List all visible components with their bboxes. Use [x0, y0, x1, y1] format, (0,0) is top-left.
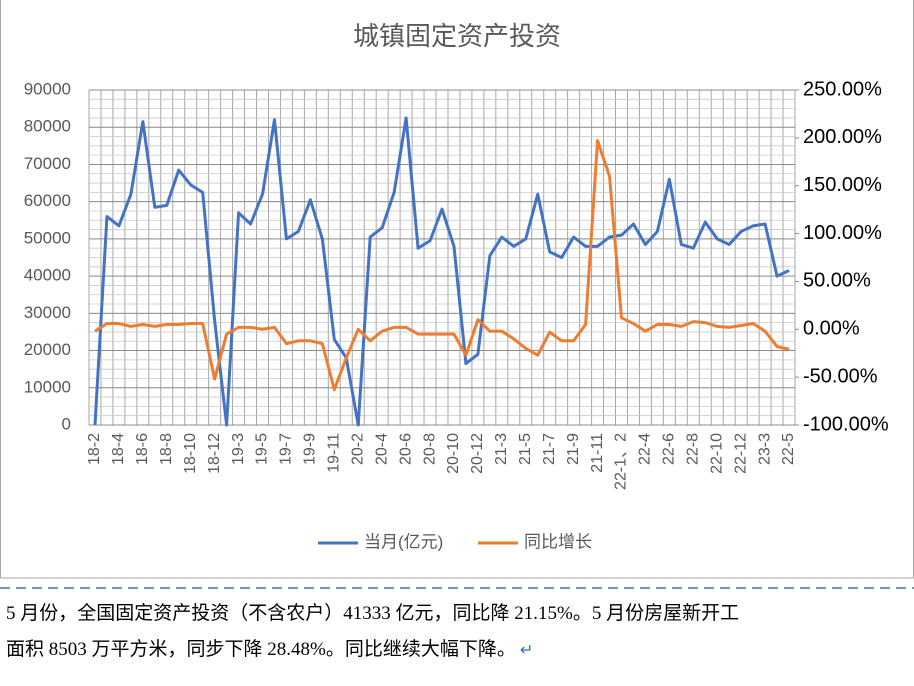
x-tick-label: 18-8	[158, 433, 175, 465]
series-line	[94, 139, 790, 392]
x-tick-label: 20-12	[469, 433, 486, 474]
x-tick-label: 22-12	[732, 433, 749, 474]
series-line	[93, 116, 790, 427]
x-tick-label: 19-7	[278, 433, 295, 465]
x-tick-label: 20-10	[445, 433, 462, 474]
y-tick-label: 50000	[24, 228, 71, 247]
x-tick-label: 20-6	[397, 433, 414, 465]
y-tick-label: 90000	[24, 79, 71, 98]
x-tick-label: 18-6	[134, 433, 151, 465]
x-tick-label: 22-4	[637, 433, 654, 465]
y2-tick-label: -50.00%	[803, 365, 878, 387]
x-tick-label: 18-2	[86, 433, 103, 465]
paragraph: 5 月份，全国固定资产投资（不含农户）41333 亿元，同比降 21.15%。5…	[6, 596, 739, 669]
x-tick-label: 22-8	[685, 433, 702, 465]
x-tick-label: 18-10	[182, 433, 199, 474]
x-tick-label: 19-3	[230, 433, 247, 465]
y-tick-label: 0	[62, 414, 71, 433]
x-tick-label: 19-9	[302, 433, 319, 465]
y2-tick-label: 0.00%	[803, 318, 860, 340]
x-tick-label: 18-4	[110, 433, 127, 465]
chart-title: 城镇固定资产投资	[353, 21, 561, 51]
y-tick-label: 70000	[24, 154, 71, 173]
x-tick-label: 21-11	[589, 433, 606, 473]
x-tick-label: 21-3	[493, 433, 510, 465]
x-tick-label: 23-3	[756, 433, 773, 465]
y2-tick-label: 150.00%	[803, 174, 882, 196]
plot-lines	[93, 116, 790, 427]
y-tick-label: 40000	[24, 266, 71, 285]
x-tick-label: 21-5	[517, 433, 534, 465]
chart: 城镇固定资产投资 0 10000 20000 30000 40000 50000 60000…	[0, 0, 914, 589]
x-tick-label: 20-8	[421, 433, 438, 465]
y2-tick-label: 100.00%	[803, 222, 882, 244]
y-tick-label: 30000	[24, 303, 71, 322]
x-tick-label: 21-9	[565, 433, 582, 465]
x-tick-label: 19-11	[326, 433, 343, 473]
legend-label: 当月(亿元)	[364, 532, 443, 551]
x-tick-label: 19-5	[254, 433, 271, 465]
x-tick-label: 18-12	[206, 433, 223, 474]
y2-tick-label: 250.00%	[803, 78, 882, 100]
x-tick-label: 21-7	[541, 433, 558, 465]
y2-tick-label: -100.00%	[803, 413, 889, 435]
x-tick-label: 22-10	[708, 433, 725, 474]
y-tick-label: 80000	[24, 117, 71, 136]
x-tick-label: 22-6	[661, 433, 678, 465]
y2-tick-label: 50.00%	[803, 270, 871, 292]
x-tick-label: 20-2	[349, 433, 366, 465]
x-tick-label: 22-1、2	[613, 433, 630, 490]
y2-tick-label: 200.00%	[803, 126, 882, 148]
x-tick-label: 20-4	[373, 433, 390, 465]
paragraph-line: 面积 8503 万平方米，同步下降 28.48%。同比继续大幅下降。 ↵	[6, 632, 739, 669]
y-tick-label: 10000	[24, 377, 71, 396]
y-tick-label: 60000	[24, 191, 71, 210]
legend-label: 同比增长	[524, 532, 592, 551]
paragraph-line: 5 月份，全国固定资产投资（不含农户）41333 亿元，同比降 21.15%。5…	[6, 603, 740, 624]
y-tick-label: 20000	[24, 340, 71, 359]
paragraph-mark: ↵	[515, 642, 534, 659]
x-tick-label: 22-5	[780, 433, 797, 465]
paragraph-text: 面积 8503 万平方米，同步下降 28.48%。同比继续大幅下降。	[6, 639, 516, 660]
